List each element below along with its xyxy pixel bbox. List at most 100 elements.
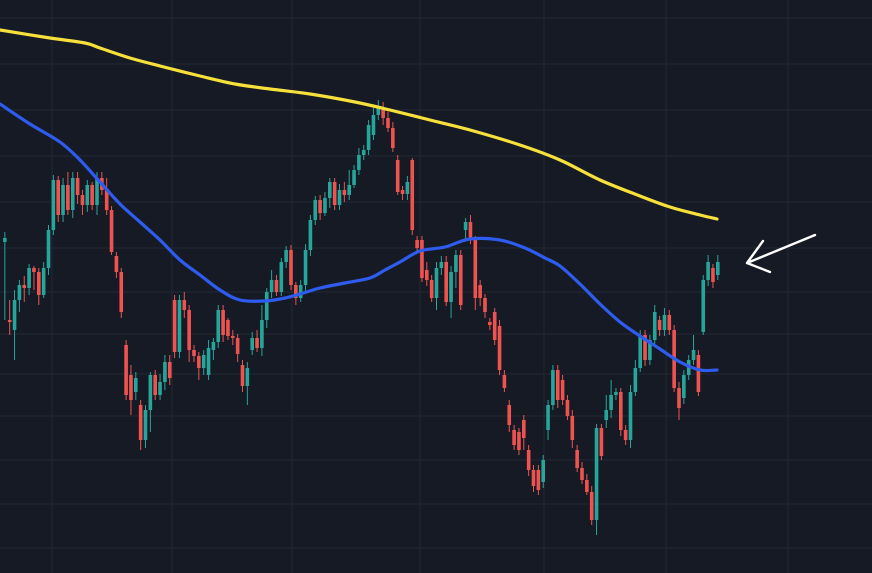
candle <box>231 330 235 345</box>
candle-body <box>289 250 293 285</box>
candles <box>3 100 720 535</box>
candle-body <box>313 200 318 220</box>
candle-body <box>444 262 448 302</box>
candle-body <box>66 185 70 210</box>
candle <box>604 395 609 428</box>
candle-body <box>580 468 584 480</box>
candle <box>250 332 254 355</box>
candle <box>420 236 424 282</box>
candle-body <box>153 375 157 395</box>
candle-body <box>706 262 710 280</box>
candle <box>104 178 109 215</box>
candle-body <box>691 350 696 360</box>
candle <box>177 295 182 358</box>
candle-body <box>51 180 56 230</box>
candle <box>264 288 269 328</box>
candle <box>711 264 715 288</box>
candle-body <box>400 190 405 194</box>
candle-body <box>429 280 434 298</box>
candle <box>473 236 478 310</box>
candle <box>454 250 458 288</box>
candle <box>138 400 143 450</box>
candle-body <box>682 375 686 398</box>
candle <box>226 318 230 340</box>
candle-body <box>405 182 410 194</box>
candle-body <box>492 312 497 340</box>
arrow-icon <box>745 233 817 274</box>
candle-body <box>652 312 657 340</box>
candle <box>124 340 128 400</box>
candle-body <box>560 380 565 400</box>
candle-body <box>129 375 133 400</box>
candle <box>143 405 148 448</box>
candle <box>260 305 264 356</box>
candle <box>46 225 51 275</box>
candle <box>187 305 191 362</box>
candle <box>555 365 560 408</box>
candle-body <box>75 178 80 195</box>
candle-body <box>502 375 507 388</box>
candle <box>216 305 221 348</box>
candle <box>463 218 468 240</box>
candle <box>502 370 507 392</box>
candle <box>643 330 647 366</box>
candle <box>328 178 332 208</box>
candle-body <box>628 392 633 440</box>
candle-body <box>657 320 662 330</box>
candle-body <box>478 285 482 298</box>
candle-body <box>643 335 647 360</box>
candle <box>701 275 706 335</box>
candle-body <box>410 160 415 230</box>
candle-body <box>473 240 478 298</box>
candle <box>66 172 70 215</box>
candle-body <box>342 190 347 195</box>
candle <box>391 122 395 152</box>
candle <box>41 262 46 298</box>
candle <box>240 360 245 392</box>
candle <box>594 424 599 535</box>
candle-body <box>167 362 172 378</box>
annotation-arrow-icon <box>745 233 817 274</box>
candle-body <box>143 410 148 440</box>
candle <box>531 465 536 492</box>
candle-body <box>425 270 429 280</box>
candle <box>434 262 439 310</box>
candle <box>425 262 429 286</box>
candle-body <box>386 118 390 128</box>
candle-body <box>711 268 715 282</box>
candle <box>371 108 376 140</box>
candle-body <box>61 185 65 215</box>
candle-body <box>648 340 652 360</box>
candle-body <box>274 280 279 292</box>
candle-body <box>599 428 604 456</box>
candle-body <box>138 405 143 440</box>
candle <box>235 334 240 362</box>
candle <box>575 445 579 472</box>
candle-body <box>531 470 536 486</box>
candle-body <box>371 115 376 135</box>
candle <box>201 350 206 375</box>
candle <box>289 245 293 290</box>
candle-body <box>70 178 75 210</box>
candle <box>376 100 381 120</box>
candle-body <box>245 368 250 386</box>
candle <box>522 415 526 450</box>
candle-body <box>662 315 667 330</box>
candle-body <box>255 338 259 348</box>
candle-body <box>22 285 27 288</box>
candle-body <box>575 450 579 468</box>
candle-body <box>352 170 356 185</box>
candle <box>405 176 410 200</box>
candle <box>648 335 652 365</box>
candle <box>609 380 613 418</box>
candle-body <box>308 220 313 250</box>
candle <box>211 338 216 360</box>
candle-body <box>449 272 453 302</box>
candle-body <box>619 392 623 430</box>
candle-body <box>318 200 322 213</box>
candle-body <box>497 326 502 370</box>
candle <box>706 255 710 286</box>
candle-body <box>483 298 487 312</box>
candle <box>148 372 153 432</box>
